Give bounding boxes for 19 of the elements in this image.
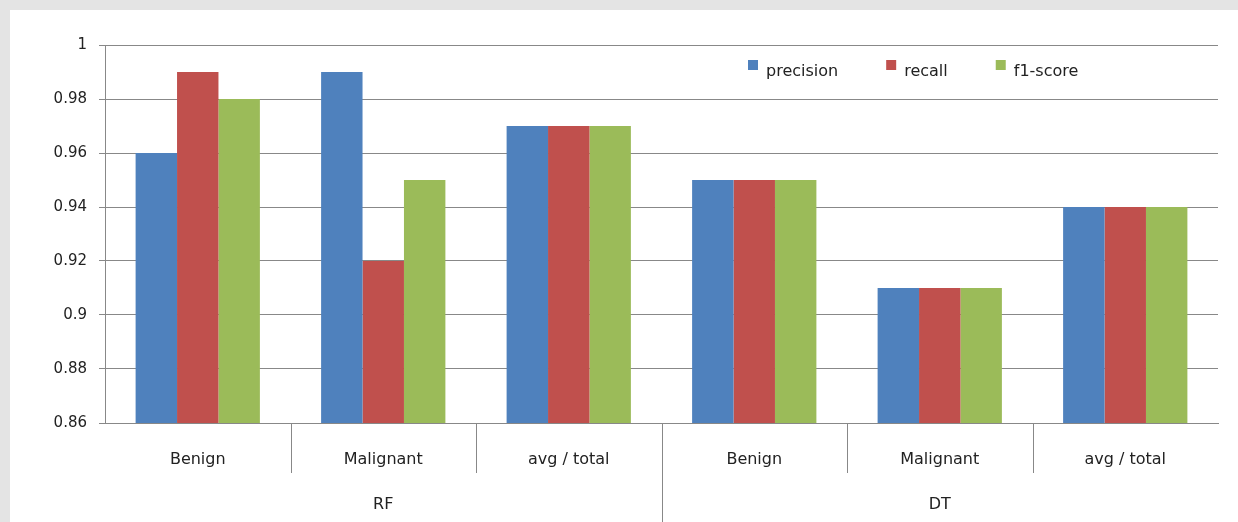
y-tick-label: 0.9 <box>63 304 87 323</box>
y-tick-label: 1 <box>77 34 87 53</box>
y-tick-label: 0.88 <box>53 358 87 377</box>
x-tick-label: avg / total <box>527 449 610 469</box>
y-tick-label: 0.86 <box>53 412 87 431</box>
y-tick-label: 0.92 <box>53 250 87 269</box>
x-tick-label: Benign <box>169 449 226 469</box>
x-tick-label: Malignant <box>900 449 980 469</box>
x-tick-label: avg / total <box>1084 449 1167 469</box>
legend-label: recall <box>904 61 948 81</box>
y-tick-label: 0.96 <box>53 142 87 161</box>
text: DT <box>928 494 952 514</box>
y-tick-label: 0.94 <box>53 196 87 215</box>
x-tick-label: Malignant <box>343 449 423 469</box>
text: RF <box>373 494 394 514</box>
legend-label: f1-score <box>1013 61 1079 81</box>
y-tick-label: 0.98 <box>53 88 87 107</box>
legend-label: precision <box>766 61 839 81</box>
x-tick-label: Benign <box>726 449 783 469</box>
